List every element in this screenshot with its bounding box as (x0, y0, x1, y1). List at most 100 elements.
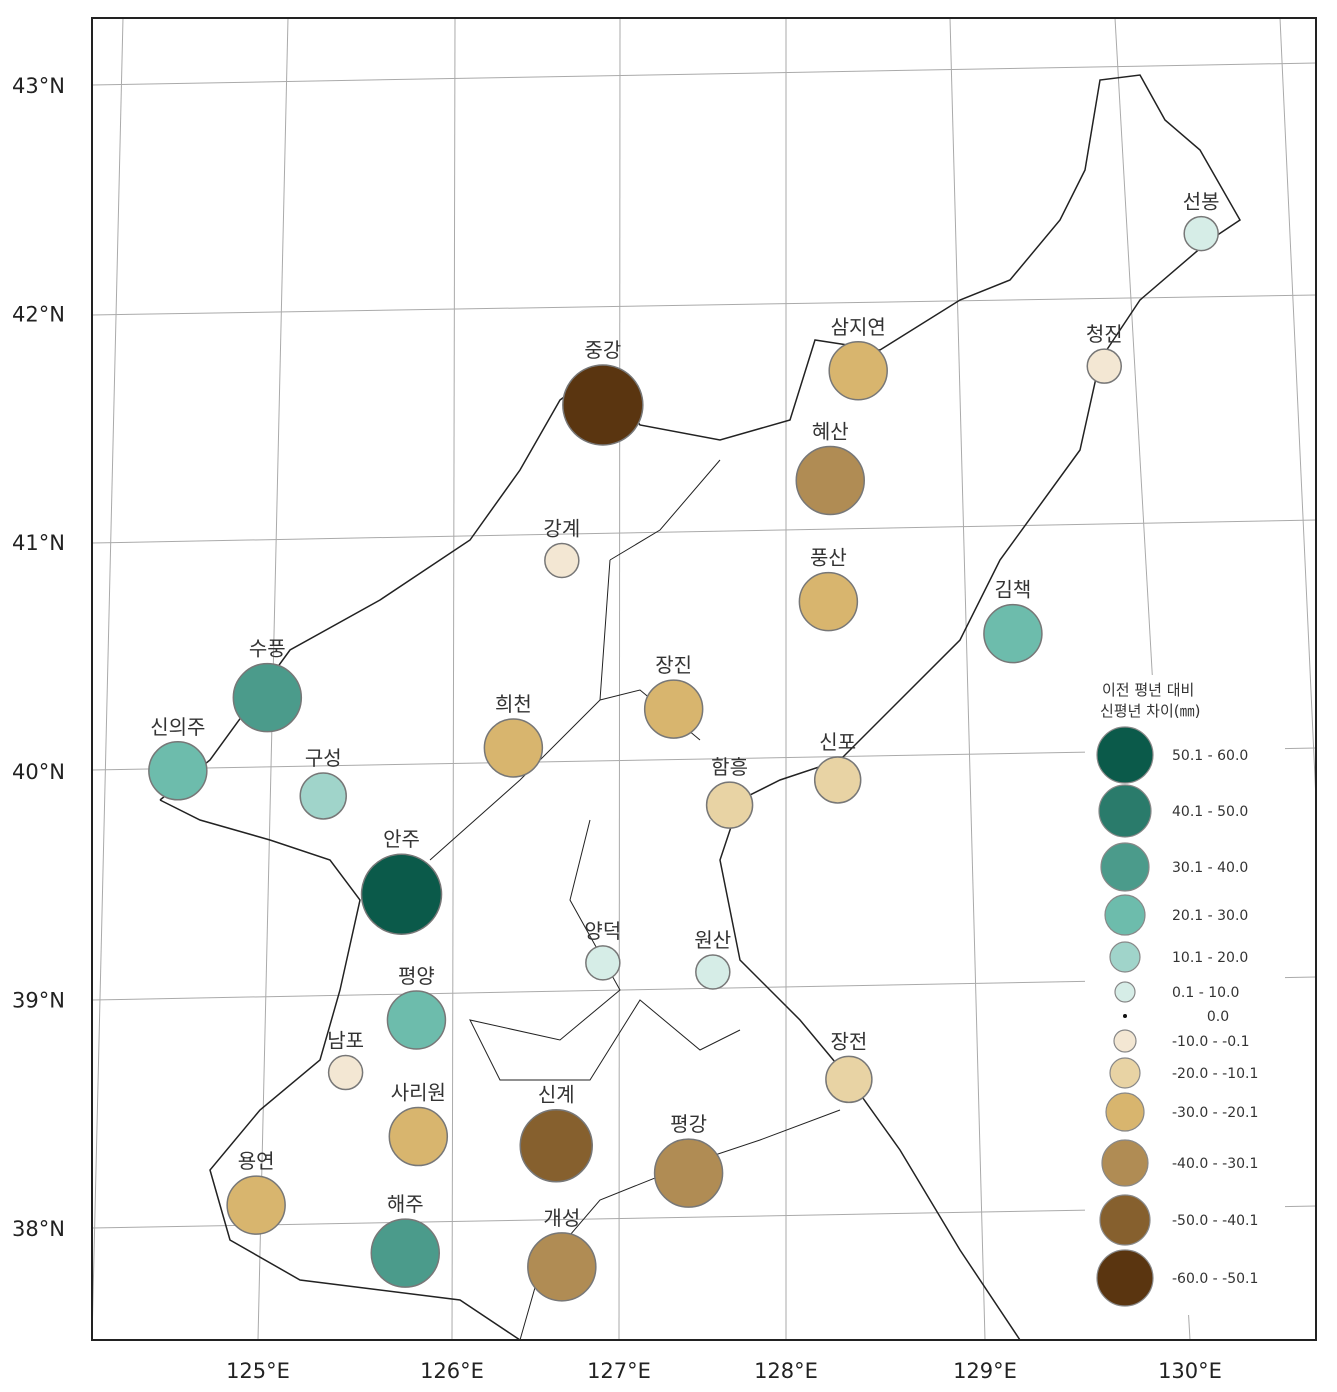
legend-item: -10.0 - -0.1 (1113, 1029, 1250, 1053)
station-label: 청진 (1086, 322, 1123, 346)
station-symbol (519, 1108, 593, 1183)
legend-swatch (1101, 1139, 1149, 1187)
legend-swatch (1114, 981, 1136, 1003)
station-symbol (327, 1054, 364, 1091)
legend-swatch (1109, 1057, 1141, 1089)
station-symbol (1183, 215, 1219, 252)
legend-swatch (1096, 1249, 1154, 1307)
station-symbol (795, 445, 865, 516)
legend-item: -40.0 - -30.1 (1101, 1139, 1258, 1187)
station: 용연 (226, 1149, 286, 1235)
legend-label: -60.0 - -50.1 (1172, 1271, 1258, 1287)
station-label: 김책 (995, 578, 1032, 602)
station-label: 평양 (398, 964, 435, 988)
station-label: 평강 (670, 1112, 707, 1136)
legend-item: 40.1 - 50.0 (1098, 784, 1248, 838)
station-symbol (370, 1218, 441, 1288)
station-label: 양덕 (584, 919, 621, 943)
station-label: 신포 (819, 730, 856, 754)
legend-label: -20.0 - -10.1 (1172, 1066, 1258, 1082)
station-symbol (643, 679, 704, 739)
longitude-labels: 125°E 126°E 127°E 128°E 129°E 130°E (226, 1359, 1222, 1383)
legend-swatch (1096, 726, 1154, 784)
station-symbol (813, 756, 862, 804)
station-symbol (148, 741, 208, 801)
legend-swatch (1099, 1194, 1151, 1246)
station-label: 장진 (655, 653, 692, 677)
legend-item: 0.0 (1123, 1009, 1229, 1025)
legend-label: 50.1 - 60.0 (1172, 748, 1248, 764)
station: 강계 (543, 516, 580, 579)
station-label: 강계 (543, 516, 580, 540)
station-label: 안주 (383, 827, 420, 851)
latitude-label: 41°N (12, 531, 65, 555)
station: 개성 (527, 1206, 597, 1302)
station: 삼지연 (828, 315, 888, 401)
longitude-label: 125°E (226, 1359, 290, 1383)
station-symbol (695, 954, 731, 990)
legend-item: 0.1 - 10.0 (1114, 981, 1239, 1003)
station-symbol (483, 718, 544, 778)
longitude-label: 128°E (754, 1359, 818, 1383)
station: 신의주 (148, 715, 208, 801)
station-label: 함흥 (711, 755, 748, 779)
station-symbol (388, 1106, 449, 1167)
legend-item: -20.0 - -10.1 (1109, 1057, 1258, 1089)
latitude-label: 43°N (12, 74, 65, 98)
longitude-label: 130°E (1158, 1359, 1222, 1383)
station-label: 수풍 (249, 637, 286, 661)
station-label: 구성 (305, 746, 342, 770)
legend-title-line1: 이전 평년 대비 (1102, 681, 1194, 699)
station-symbol (828, 341, 888, 401)
station-label: 남포 (327, 1029, 364, 1053)
station-symbol (544, 542, 580, 579)
station-symbol (983, 603, 1043, 664)
legend-label: 10.1 - 20.0 (1172, 950, 1248, 966)
legend-swatch (1109, 941, 1141, 973)
legend-label: -30.0 - -20.1 (1172, 1105, 1258, 1121)
station: 양덕 (584, 919, 621, 981)
station: 청진 (1086, 322, 1123, 384)
station-symbol (386, 990, 447, 1050)
legend-swatch (1123, 1014, 1127, 1018)
station-symbol (798, 571, 859, 632)
legend-swatch (1104, 894, 1146, 936)
legend-item: 20.1 - 30.0 (1104, 894, 1248, 936)
legend-item: 50.1 - 60.0 (1096, 726, 1248, 784)
station: 혜산 (795, 419, 865, 516)
legend-swatch (1113, 1029, 1137, 1053)
longitude-label: 129°E (953, 1359, 1017, 1383)
legend-label: 30.1 - 40.0 (1172, 860, 1248, 876)
station: 장전 (825, 1029, 873, 1104)
station-symbol (1086, 348, 1123, 384)
station: 수풍 (232, 637, 303, 733)
legend-label: 20.1 - 30.0 (1172, 908, 1248, 924)
station: 해주 (370, 1192, 441, 1288)
station-label: 원산 (694, 928, 731, 952)
station-label: 장전 (830, 1029, 867, 1053)
station: 원산 (694, 928, 731, 990)
station: 신계 (519, 1083, 593, 1183)
station-label: 용연 (238, 1149, 275, 1173)
legend-item: -50.0 - -40.1 (1099, 1194, 1258, 1246)
station-label: 신계 (538, 1083, 575, 1107)
station-label: 삼지연 (831, 315, 886, 339)
longitude-label: 126°E (420, 1359, 484, 1383)
legend-label: -10.0 - -0.1 (1172, 1034, 1250, 1050)
station: 풍산 (798, 546, 859, 632)
legend-title-line2: 신평년 차이(㎜) (1100, 702, 1200, 720)
station-symbol (232, 662, 303, 733)
station-label: 선봉 (1183, 190, 1220, 214)
station-symbol (226, 1175, 286, 1235)
station-label: 혜산 (812, 419, 849, 443)
legend-label: -40.0 - -30.1 (1172, 1156, 1258, 1172)
station: 함흥 (705, 755, 754, 829)
station-symbol (360, 853, 443, 935)
station: 남포 (327, 1029, 364, 1091)
legend-label: -50.0 - -40.1 (1172, 1213, 1258, 1229)
legend-item: 10.1 - 20.0 (1109, 941, 1248, 973)
latitude-label: 39°N (12, 988, 65, 1012)
legend-swatch (1098, 784, 1152, 838)
station: 희천 (483, 692, 544, 778)
